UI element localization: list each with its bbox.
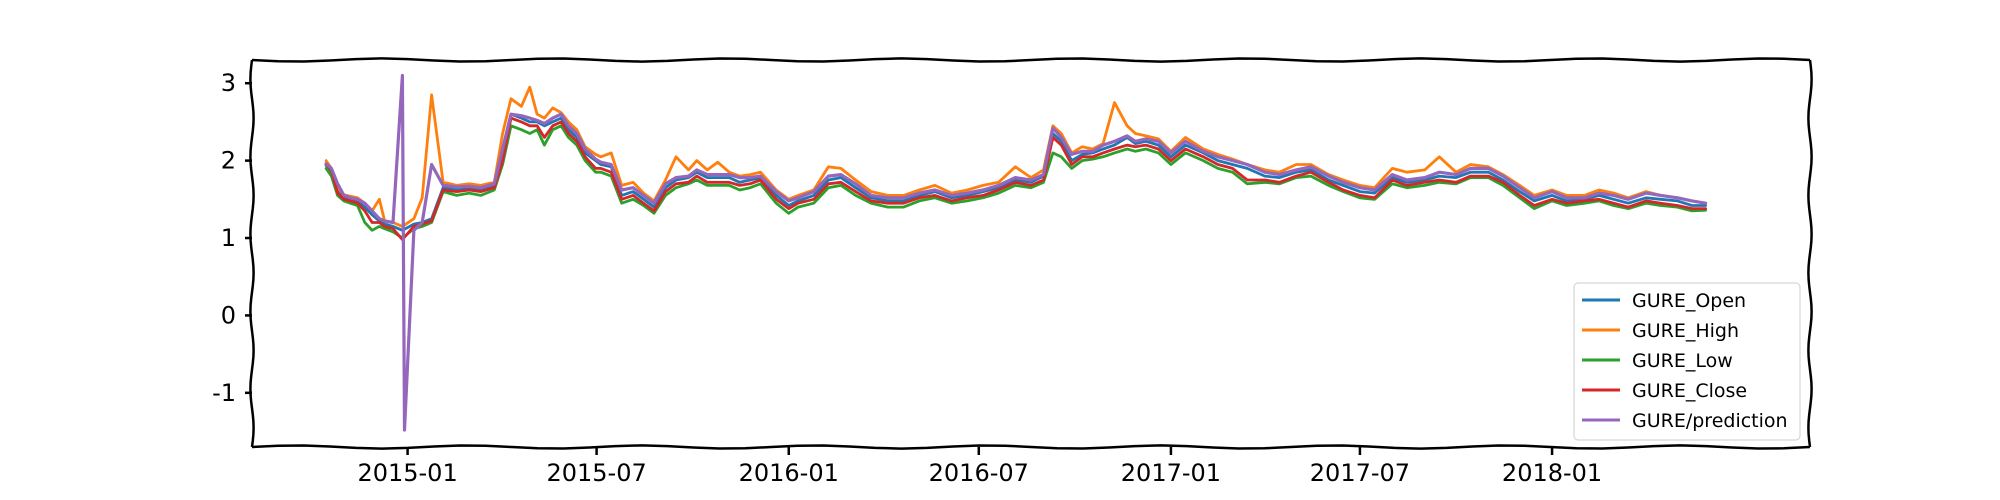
- legend: GURE_Open GURE_High GURE_Low GURE_Close GURE…: [1573, 282, 1801, 441]
- legend-label: GURE_Close: [1632, 380, 1747, 402]
- series-line-gure-prediction: [324, 73, 1708, 432]
- y-tick-label: -1: [212, 379, 236, 407]
- y-tick-label: 1: [221, 224, 236, 252]
- x-tick-label: 2015-07: [546, 459, 646, 487]
- legend-label: GURE_Open: [1632, 290, 1746, 312]
- legend-label: GURE_Low: [1632, 350, 1733, 372]
- series-line-gure-high: [324, 85, 1707, 228]
- series-line-gure-open: [324, 112, 1707, 232]
- y-tick-label: 3: [221, 69, 236, 97]
- y-tick-label: 0: [221, 301, 236, 329]
- x-tick-label: 2017-01: [1121, 459, 1221, 487]
- x-tick-label: 2017-07: [1310, 459, 1410, 487]
- legend-items: GURE_Open GURE_High GURE_Low GURE_Close GURE…: [1582, 290, 1788, 432]
- legend-label: GURE_High: [1632, 320, 1739, 342]
- x-tick-label: 2016-07: [929, 459, 1029, 487]
- plot-frame: [249, 57, 1813, 450]
- series-line-gure-low: [324, 124, 1707, 240]
- series-line-gure-close: [324, 116, 1707, 241]
- axis-layer: 3 2 1 0 -1 2015-01 2015-07 2016-01 2016-07 2017-0…: [212, 69, 1602, 487]
- y-tick-label: 2: [221, 147, 236, 175]
- x-tick-label: 2015-01: [357, 459, 457, 487]
- legend-box: [1573, 282, 1801, 441]
- x-tick-label: 2018-01: [1502, 459, 1602, 487]
- legend-label: GURE/prediction: [1632, 410, 1788, 432]
- series-layer: [324, 73, 1708, 432]
- x-tick-label: 2016-01: [739, 459, 839, 487]
